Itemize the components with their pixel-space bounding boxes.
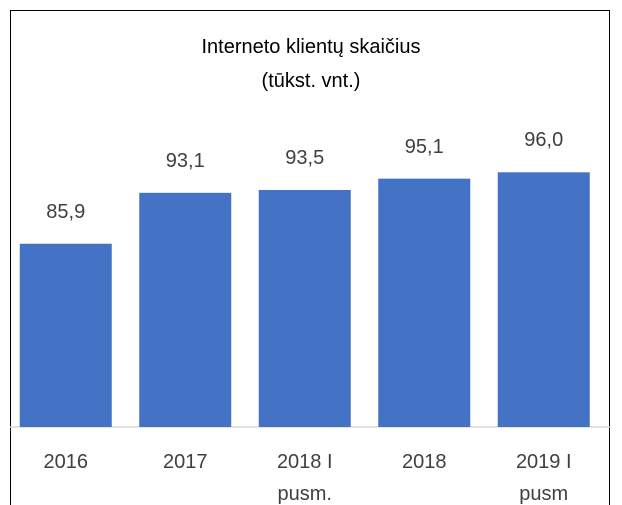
value-label: 96,0 xyxy=(524,129,564,152)
x-tick-label: 2016 xyxy=(43,451,89,473)
value-label: 93,1 xyxy=(165,149,205,172)
value-label: 93,5 xyxy=(285,146,325,169)
x-tick-label: 2017 xyxy=(163,451,208,473)
x-tick-label: 2018 xyxy=(402,451,447,473)
bar xyxy=(497,172,590,427)
chart-title: Interneto klientų skaičius (tūkst. vnt.) xyxy=(201,36,421,92)
bar xyxy=(19,243,112,427)
bar xyxy=(139,192,232,427)
value-label: 85,9 xyxy=(46,200,86,223)
chart-frame xyxy=(10,10,610,505)
x-tick-label: 2019 I pusm xyxy=(515,451,572,505)
x-tick-label: 2018 I pusm. xyxy=(276,451,333,505)
bar xyxy=(378,178,471,427)
bar xyxy=(258,189,351,427)
value-label: 95,1 xyxy=(404,135,444,158)
